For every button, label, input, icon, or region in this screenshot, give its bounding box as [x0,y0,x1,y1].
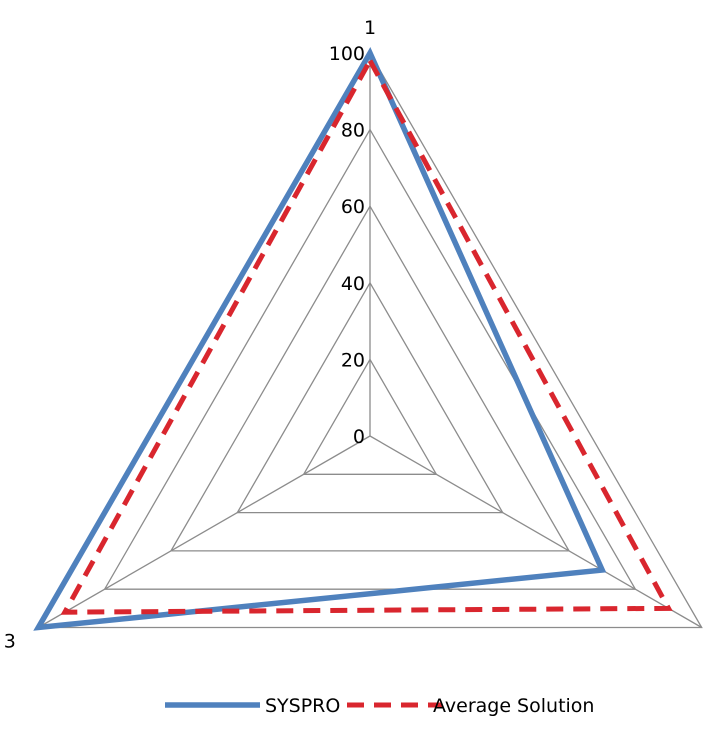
tick-label: 60 [341,196,365,218]
grid-spoke [37,435,371,629]
tick-label: 20 [341,349,365,371]
tick-label: 40 [341,273,365,295]
series-line [60,55,673,615]
grid-ring [302,358,438,475]
grid-ring [169,204,571,552]
tick-label: 100 [329,43,365,65]
legend: SYSPRO Average Solution [165,695,594,717]
category-label: 1 [364,17,376,39]
tick-label: 0 [353,426,365,448]
grid-ring [236,281,504,514]
grid-spoke [369,435,703,629]
category-label: 3 [4,631,16,653]
series-lines [33,46,673,631]
series-line [33,46,607,631]
legend-label: SYSPRO [265,695,340,717]
category-labels: 123 [4,17,376,653]
legend-label: Average Solution [433,695,594,717]
tick-label: 80 [341,120,365,142]
grid-ring [103,128,637,590]
radial-tick-labels: 0 20 40 60 80 100 [329,43,365,448]
radar-grid [37,51,703,629]
